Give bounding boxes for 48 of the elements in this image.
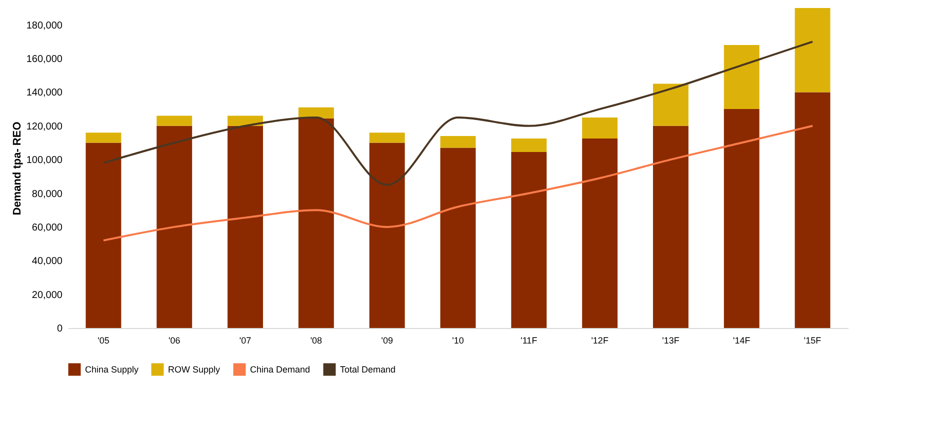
y-axis-title: Demand tpa- REO (11, 121, 24, 216)
bar (794, 92, 830, 328)
legend-label: China Supply (85, 364, 140, 375)
y-tick-label: 20,000 (32, 290, 63, 301)
x-tick-label: '07 (239, 336, 252, 346)
legend-label: Total Demand (340, 364, 396, 375)
x-tick-label: '11F (520, 336, 538, 346)
bar (86, 142, 122, 328)
x-tick-label: '10 (452, 336, 464, 346)
line-series (102, 40, 814, 186)
y-tick-label: 80,000 (32, 188, 63, 200)
bar (582, 138, 618, 328)
bar (440, 136, 476, 148)
x-tick-label: '08 (310, 336, 322, 346)
x-tick-label: '09 (381, 336, 393, 346)
x-tick-label: '15F (804, 336, 822, 346)
x-tick-label: '06 (168, 336, 180, 346)
bar (86, 132, 122, 143)
y-tick-label: 120,000 (26, 121, 63, 132)
legend-label: ROW Supply (168, 364, 221, 375)
bar (298, 118, 334, 328)
bar (228, 126, 263, 328)
bar (156, 126, 192, 328)
y-tick-label: 60,000 (32, 222, 63, 234)
bar (511, 138, 547, 152)
bar (156, 116, 192, 126)
x-tick-label: '12F (591, 336, 609, 346)
y-tick-label: 160,000 (26, 54, 63, 66)
y-tick-label: 140,000 (26, 88, 63, 99)
line-series (102, 124, 814, 242)
bar (582, 117, 618, 139)
bar (653, 126, 688, 328)
y-tick-label: 0 (56, 324, 63, 334)
x-tick-label: '14F (733, 336, 751, 346)
bar (794, 8, 830, 92)
x-tick-label: '05 (98, 336, 110, 346)
legend-label: China Demand (250, 364, 310, 375)
bar (369, 142, 405, 328)
bar (724, 109, 760, 328)
y-tick-label: 40,000 (32, 256, 63, 268)
x-tick-label: '13F (662, 336, 680, 346)
bar (440, 148, 476, 328)
bar (724, 45, 760, 110)
bar (653, 84, 688, 126)
y-tick-label: 100,000 (26, 155, 63, 166)
y-tick-label: 180,000 (26, 20, 63, 32)
bar (511, 152, 547, 328)
bar (369, 132, 405, 143)
